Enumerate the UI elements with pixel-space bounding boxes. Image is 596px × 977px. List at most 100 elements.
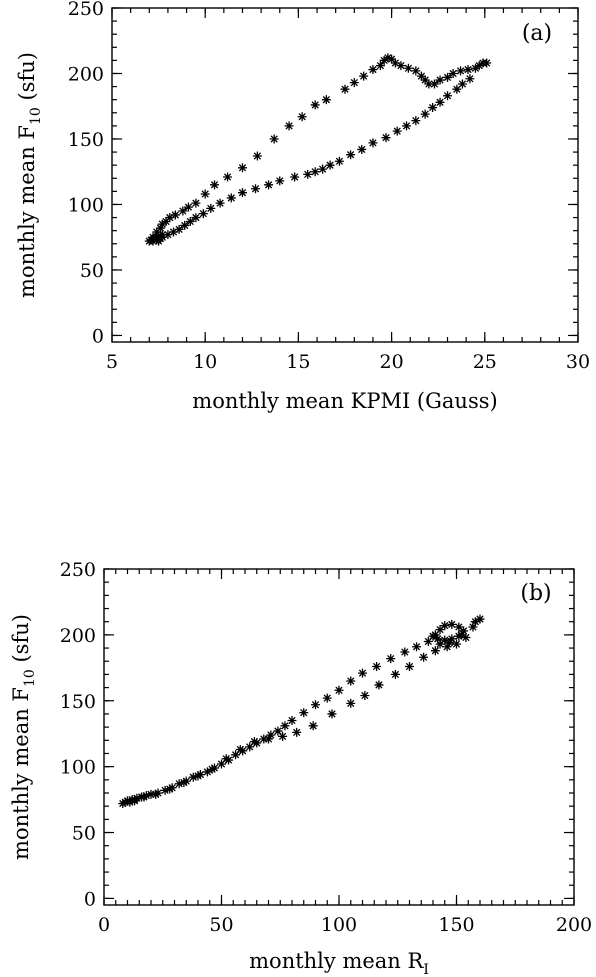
- data-point: [457, 79, 467, 89]
- data-point: [447, 619, 457, 629]
- data-point: [428, 103, 438, 113]
- y-tick-label: 200: [60, 625, 96, 647]
- data-point: [259, 734, 269, 744]
- data-point: [252, 151, 262, 161]
- data-point: [452, 639, 461, 649]
- data-point: [368, 65, 378, 75]
- data-point: [420, 75, 430, 85]
- data-point: [396, 61, 406, 71]
- data-point: [284, 121, 294, 131]
- data-point: [429, 79, 439, 89]
- data-point: [400, 647, 410, 657]
- data-point: [440, 621, 450, 631]
- data-point: [264, 180, 274, 190]
- data-point: [420, 109, 430, 119]
- data-point: [163, 230, 173, 240]
- data-point: [249, 737, 259, 747]
- y-tick-label: 0: [84, 888, 96, 910]
- data-point: [152, 227, 162, 237]
- data-points: [144, 53, 492, 246]
- x-axis-label: monthly mean KPMI (Gauss): [192, 389, 497, 413]
- data-point: [153, 788, 163, 798]
- x-tick-label: 15: [286, 351, 310, 373]
- y-axis-label-unit: (sfu): [9, 614, 33, 669]
- data-point: [290, 172, 300, 182]
- data-point: [383, 53, 393, 63]
- data-point: [174, 224, 184, 234]
- data-point: [411, 66, 421, 76]
- data-points: [118, 614, 485, 809]
- data-point: [226, 193, 236, 203]
- data-point: [251, 184, 261, 194]
- data-point: [419, 652, 429, 662]
- data-point: [179, 777, 189, 787]
- data-point: [311, 700, 320, 710]
- plot-frame: [103, 568, 575, 906]
- data-point: [325, 160, 335, 170]
- data-point: [442, 642, 452, 652]
- data-point: [340, 84, 350, 94]
- data-point: [223, 172, 233, 182]
- panel-label: (a): [522, 21, 552, 46]
- data-point: [237, 163, 247, 173]
- chart-panel-b: 0 50 100 150 200 0 50 100 150 200 250 (b) monthly …: [9, 559, 592, 977]
- data-point: [475, 614, 485, 624]
- data-point: [169, 227, 179, 237]
- data-point: [178, 206, 188, 216]
- data-point: [327, 709, 337, 719]
- data-point: [334, 156, 344, 166]
- data-point: [123, 796, 132, 806]
- data-point: [448, 68, 458, 78]
- y-tick-label: 0: [92, 325, 104, 347]
- data-point: [456, 630, 466, 640]
- y-axis-label: monthly mean F10 (sfu): [15, 52, 44, 298]
- data-point: [297, 112, 307, 122]
- data-point: [206, 203, 216, 213]
- x-tick-label: 100: [321, 914, 357, 936]
- data-point: [280, 721, 290, 731]
- data-point: [346, 698, 356, 708]
- data-point: [200, 189, 210, 199]
- data-point: [221, 754, 231, 764]
- ticks-group: 5 10 15 20 25 30 0 50 100 150 200 250: [68, 0, 590, 373]
- data-point: [318, 164, 328, 174]
- data-point: [402, 121, 412, 131]
- data-point: [424, 79, 434, 89]
- data-point: [235, 745, 245, 755]
- x-tick-label: 5: [106, 351, 118, 373]
- data-point: [416, 71, 426, 81]
- y-tick-label: 150: [60, 691, 96, 713]
- data-point: [139, 792, 149, 802]
- data-point: [482, 58, 492, 68]
- data-point: [461, 633, 471, 643]
- y-axis-label-sub: 10: [28, 107, 44, 125]
- data-point: [160, 785, 170, 795]
- y-tick-label: 50: [72, 823, 96, 845]
- data-point: [392, 126, 402, 136]
- data-point: [374, 680, 384, 690]
- data-point: [357, 144, 367, 154]
- data-point: [334, 685, 344, 695]
- data-point: [390, 669, 400, 679]
- data-point: [269, 134, 279, 144]
- data-point: [183, 202, 193, 212]
- data-point: [237, 188, 247, 198]
- data-point: [195, 770, 205, 780]
- data-point: [231, 750, 241, 760]
- data-point: [167, 783, 177, 793]
- data-point: [146, 789, 156, 799]
- data-point: [459, 626, 469, 636]
- data-point: [368, 138, 378, 148]
- data-point: [456, 66, 466, 76]
- data-point: [252, 738, 262, 748]
- data-point: [264, 734, 273, 744]
- data-point: [210, 180, 220, 190]
- data-point: [360, 690, 370, 700]
- x-tick-label: 200: [556, 914, 592, 936]
- data-point: [411, 116, 421, 126]
- x-tick-label: 10: [193, 351, 217, 373]
- panel-label: (b): [520, 581, 551, 606]
- data-point: [468, 622, 478, 632]
- data-point: [359, 71, 369, 81]
- data-point: [157, 219, 167, 229]
